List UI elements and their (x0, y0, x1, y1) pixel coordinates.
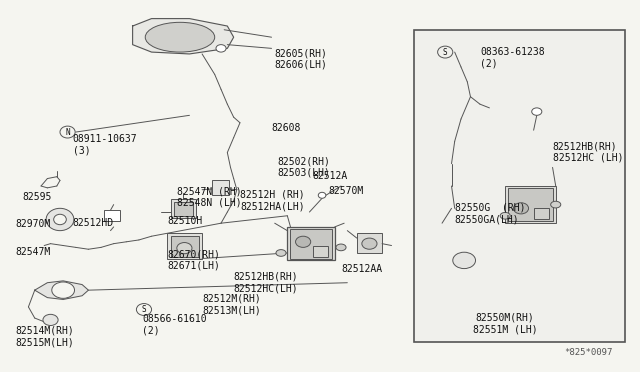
Bar (534, 208, 549, 219)
Text: 82512HB(RH)
82512HC (LH): 82512HB(RH) 82512HC (LH) (552, 141, 623, 163)
Ellipse shape (296, 236, 310, 247)
Ellipse shape (145, 22, 214, 52)
Text: 82510H: 82510H (167, 216, 203, 226)
Ellipse shape (336, 244, 346, 251)
Text: S: S (141, 305, 147, 314)
Text: S: S (443, 48, 447, 57)
Ellipse shape (500, 212, 510, 219)
Bar (167, 232, 202, 259)
Text: N: N (65, 128, 70, 137)
Text: 82502(RH)
82503(LH): 82502(RH) 82503(LH) (278, 156, 331, 178)
Text: 82512HD: 82512HD (72, 218, 114, 228)
Text: 82512AA: 82512AA (341, 264, 382, 274)
Text: 82512H (RH)
82512HA(LH): 82512H (RH) 82512HA(LH) (240, 190, 305, 211)
Bar (170, 199, 196, 218)
Ellipse shape (60, 126, 75, 138)
Ellipse shape (136, 304, 152, 315)
Text: 82512HB(RH)
82512HC(LH): 82512HB(RH) 82512HC(LH) (234, 272, 298, 293)
Bar (173, 202, 193, 216)
Text: 82512A: 82512A (312, 171, 348, 181)
Ellipse shape (438, 46, 452, 58)
Bar (170, 236, 199, 257)
Ellipse shape (276, 250, 286, 256)
Ellipse shape (532, 108, 542, 115)
Ellipse shape (54, 214, 67, 225)
Bar (287, 227, 335, 260)
Text: 82550G  (RH)
82550GA(LH): 82550G (RH) 82550GA(LH) (454, 203, 525, 224)
Ellipse shape (362, 238, 377, 249)
Ellipse shape (318, 192, 326, 198)
Ellipse shape (216, 45, 226, 52)
Text: 82512M(RH)
82513M(LH): 82512M(RH) 82513M(LH) (202, 294, 261, 315)
Ellipse shape (550, 201, 561, 208)
Bar (508, 188, 552, 221)
Text: 82670(RH)
82671(LH): 82670(RH) 82671(LH) (167, 249, 220, 271)
Text: 82514M(RH)
82515M(LH): 82514M(RH) 82515M(LH) (16, 326, 74, 347)
Text: 82547N (RH)
82548N (LH): 82547N (RH) 82548N (LH) (177, 186, 241, 208)
Polygon shape (35, 281, 88, 299)
Text: 82595: 82595 (22, 192, 51, 202)
Bar (505, 186, 556, 223)
Ellipse shape (452, 252, 476, 269)
Text: 82970M: 82970M (16, 219, 51, 230)
Ellipse shape (177, 243, 192, 254)
Text: 82550M(RH)
82551M (LH): 82550M(RH) 82551M (LH) (473, 312, 538, 334)
Bar (356, 232, 382, 253)
Ellipse shape (513, 203, 529, 214)
Text: 08363-61238
(2): 08363-61238 (2) (480, 46, 545, 68)
Text: 08566-61610
(2): 08566-61610 (2) (142, 314, 207, 336)
Bar (312, 246, 328, 257)
Bar (291, 229, 332, 259)
Text: 82608: 82608 (271, 123, 301, 133)
Bar (104, 210, 120, 221)
Text: 82570M: 82570M (328, 186, 364, 196)
Ellipse shape (46, 208, 74, 231)
Text: *825*0097: *825*0097 (564, 348, 612, 357)
Bar (413, 30, 625, 342)
Text: 82547M: 82547M (16, 247, 51, 257)
Text: 08911-10637
(3): 08911-10637 (3) (72, 134, 137, 155)
Bar (212, 180, 229, 195)
Polygon shape (132, 19, 234, 54)
Text: 82605(RH)
82606(LH): 82605(RH) 82606(LH) (275, 48, 328, 70)
Ellipse shape (52, 282, 74, 298)
Ellipse shape (43, 314, 58, 326)
